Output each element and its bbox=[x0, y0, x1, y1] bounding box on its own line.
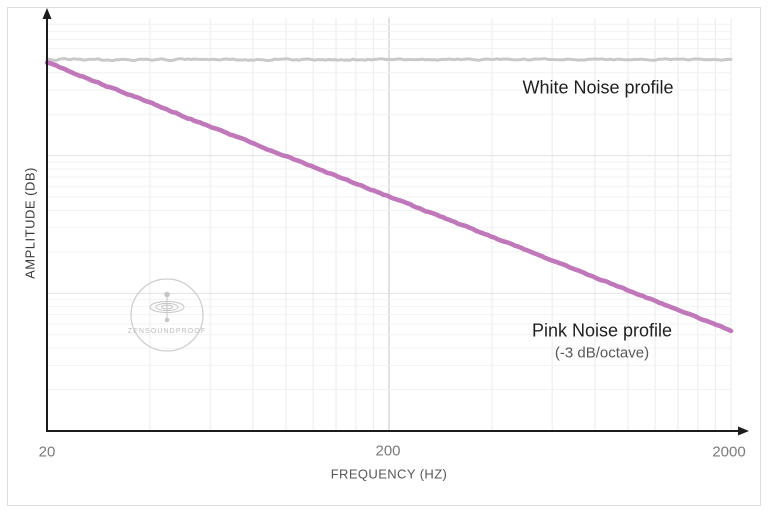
y-axis-arrow-icon bbox=[42, 8, 52, 19]
grid-horizontal bbox=[47, 23, 731, 391]
pink-noise-line bbox=[44, 60, 734, 334]
x-tick-20: 20 bbox=[38, 443, 56, 461]
pink-noise-slope-label: (-3 dB/octave) bbox=[554, 344, 650, 362]
x-tick-200: 200 bbox=[375, 442, 401, 460]
white-noise-line bbox=[45, 57, 733, 63]
y-axis-label: AMPLITUDE (DB) bbox=[22, 167, 38, 279]
watermark: ZENSOUNDPROOF bbox=[128, 278, 206, 352]
white-noise-label: White Noise profile bbox=[522, 77, 674, 98]
ripple-drop-icon bbox=[149, 291, 185, 323]
watermark-text: ZENSOUNDPROOF bbox=[128, 328, 206, 335]
y-axis bbox=[42, 8, 52, 432]
pink-noise-label: Pink Noise profile bbox=[531, 320, 673, 341]
x-axis-label: FREQUENCY (HZ) bbox=[330, 466, 448, 482]
x-axis bbox=[46, 426, 749, 436]
x-axis-arrow-icon bbox=[738, 426, 749, 436]
watermark-circle bbox=[130, 278, 204, 352]
x-tick-2000: 2000 bbox=[712, 443, 746, 461]
grid-vertical bbox=[149, 18, 732, 431]
